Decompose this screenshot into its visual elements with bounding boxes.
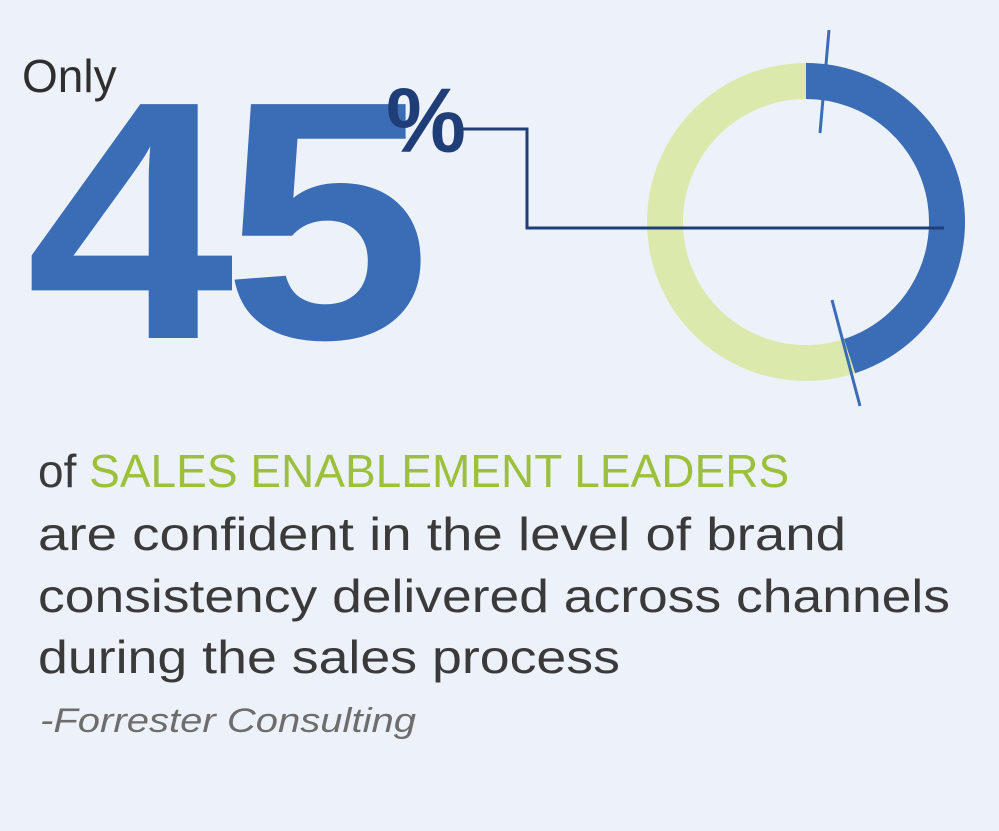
- source: -Forrester Consulting: [40, 702, 416, 740]
- donut-arc: [805, 63, 965, 374]
- body-first-line: of SALES ENABLEMENT LEADERS: [38, 445, 789, 497]
- connector-line: [462, 127, 944, 230]
- body-prefix: of: [38, 445, 77, 497]
- stat-unit: %: [386, 70, 466, 172]
- body-line: consistency delivered across channels: [38, 570, 950, 622]
- tick-top: [818, 29, 831, 134]
- body-highlight: SALES ENABLEMENT LEADERS: [89, 445, 789, 497]
- lead-text: Only: [22, 50, 117, 102]
- tick-bottom: [830, 299, 862, 407]
- stat-number: 45: [26, 31, 422, 411]
- body-line: are confident in the level of brand: [38, 508, 846, 560]
- body-line: during the sales process: [38, 631, 620, 683]
